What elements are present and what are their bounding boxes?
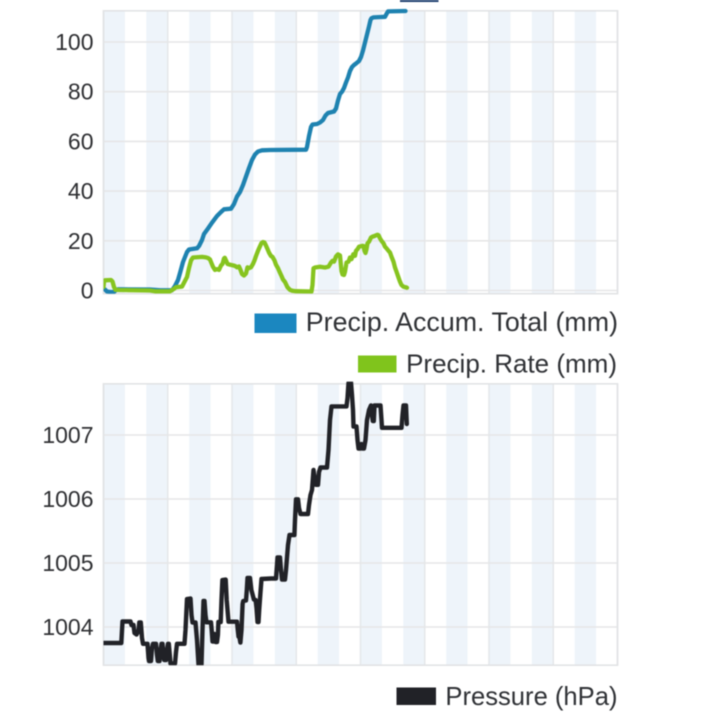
svg-text:40: 40: [68, 178, 94, 204]
svg-text:Precip. Accum. Total (mm): Precip. Accum. Total (mm): [306, 307, 618, 337]
svg-text:80: 80: [68, 79, 94, 105]
svg-text:0: 0: [81, 278, 94, 304]
svg-text:1005: 1005: [42, 550, 93, 576]
svg-text:60: 60: [68, 128, 94, 154]
svg-text:100: 100: [55, 29, 93, 55]
svg-text:20: 20: [68, 228, 94, 254]
svg-text:1007: 1007: [42, 422, 93, 448]
svg-text:Pressure (hPa): Pressure (hPa): [445, 683, 617, 711]
svg-text:Precip. Rate (mm): Precip. Rate (mm): [406, 349, 617, 379]
svg-text:1006: 1006: [42, 486, 93, 512]
svg-text:1004: 1004: [42, 614, 93, 640]
